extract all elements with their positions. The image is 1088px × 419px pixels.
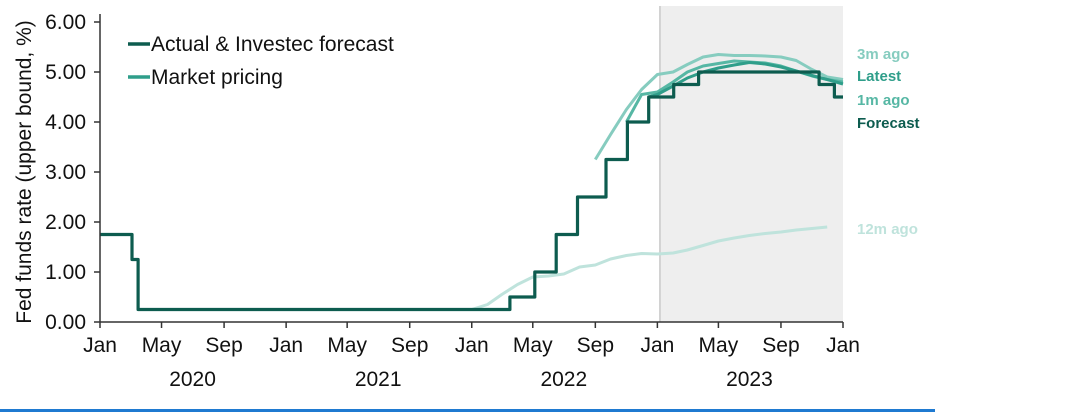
x-tick-label: May — [513, 334, 553, 357]
series-layer — [100, 53, 844, 312]
y-tick-label: 1.00 — [45, 261, 86, 284]
shaded-forecast-region-layer — [659, 6, 843, 322]
x-tick-label: Sep — [762, 334, 799, 357]
series-line-three-month — [594, 53, 844, 161]
legend-label-actual: Actual & Investec forecast — [151, 33, 394, 56]
y-tick-label: 4.00 — [45, 111, 86, 134]
forecast-shaded-region — [659, 6, 843, 322]
end-label-actual: Forecast — [857, 115, 920, 132]
x-year-label: 2022 — [540, 368, 587, 391]
x-tick-label: Jan — [455, 334, 489, 357]
x-tick-label: Jan — [640, 334, 674, 357]
y-tick-label: 5.00 — [45, 61, 86, 84]
series-line-actual — [100, 70, 843, 312]
end-label-one-month: 1m ago — [857, 92, 910, 109]
x-tick-label: Sep — [391, 334, 428, 357]
x-year-label: 2020 — [169, 368, 216, 391]
x-tick-label: Sep — [577, 334, 614, 357]
legend-label-latest: Market pricing — [151, 66, 283, 89]
bottom-rule — [0, 409, 935, 412]
series-end-labels: 12m ago 3m ago 1m ago Latest Forecast — [857, 46, 920, 238]
end-label-twelve-month: 12m ago — [857, 221, 918, 238]
x-tick-label: Jan — [83, 334, 117, 357]
y-tick-label: 2.00 — [45, 211, 86, 234]
x-tick-label: May — [142, 334, 182, 357]
x-tick-label: Jan — [269, 334, 303, 357]
legend: Actual & Investec forecast Market pricing — [128, 33, 394, 89]
x-tick-label: May — [699, 334, 739, 357]
y-tick-label: 6.00 — [45, 11, 86, 34]
x-tick-label: May — [327, 334, 367, 357]
axes-layer: 0.00 1.00 2.00 3.00 4.00 5.00 6.00 Jan May Sep Jan… — [0, 11, 935, 412]
y-tick-label: 3.00 — [45, 161, 86, 184]
x-year-label: 2021 — [355, 368, 402, 391]
end-label-three-month: 3m ago — [857, 46, 910, 63]
series-line-twelve-month — [471, 225, 828, 311]
x-tick-label: Sep — [205, 334, 242, 357]
y-tick-label: 0.00 — [45, 311, 86, 334]
x-year-label: 2023 — [726, 368, 773, 391]
end-label-latest: Latest — [857, 68, 901, 85]
y-axis-title: Fed funds rate (upper bound, %) — [13, 20, 36, 324]
x-tick-label: Jan — [826, 334, 860, 357]
